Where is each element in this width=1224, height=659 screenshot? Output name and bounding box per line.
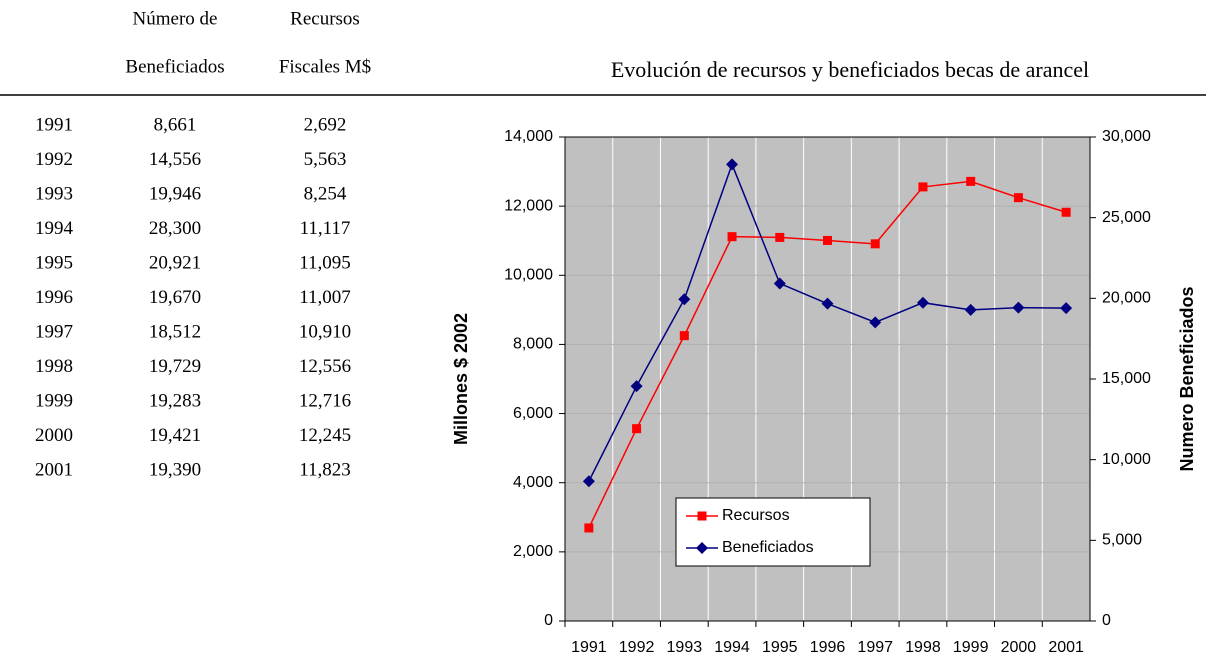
y-tick-label: 4,000 bbox=[513, 474, 553, 491]
table-cell: 11,117 bbox=[300, 218, 351, 239]
x-tick-label: 2000 bbox=[1001, 639, 1037, 656]
y2-axis-label: Numero Beneficiados bbox=[1177, 286, 1197, 471]
y2-tick-label: 25,000 bbox=[1102, 209, 1151, 226]
x-tick-label: 1998 bbox=[905, 639, 941, 656]
y-tick-label: 6,000 bbox=[513, 405, 553, 422]
y2-tick-label: 15,000 bbox=[1102, 370, 1151, 387]
y2-tick-label: 30,000 bbox=[1102, 128, 1151, 145]
table-cell: 1993 bbox=[35, 183, 73, 204]
series-marker bbox=[775, 232, 785, 242]
series-marker bbox=[1013, 193, 1023, 203]
x-tick-label: 1991 bbox=[571, 639, 607, 656]
table-cell: 19,729 bbox=[149, 356, 201, 377]
y-axis-label: Millones $ 2002 bbox=[451, 313, 471, 445]
legend-label: Beneficiados bbox=[722, 539, 814, 556]
table-cell: 12,556 bbox=[299, 356, 351, 377]
x-tick-label: 1997 bbox=[857, 639, 893, 656]
table-cell: 1992 bbox=[35, 149, 73, 170]
y2-tick-label: 10,000 bbox=[1102, 451, 1151, 468]
x-tick-label: 1996 bbox=[810, 639, 846, 656]
legend-label: Recursos bbox=[722, 507, 790, 524]
table-cell: 8,254 bbox=[304, 183, 347, 204]
table-cell: 1995 bbox=[35, 252, 73, 273]
table-cell: 19,670 bbox=[149, 287, 201, 308]
y-tick-label: 12,000 bbox=[504, 197, 553, 214]
table-cell: 2001 bbox=[35, 459, 73, 480]
table-cell: 19,283 bbox=[149, 390, 201, 411]
series-marker bbox=[821, 297, 834, 310]
series-marker bbox=[727, 232, 737, 242]
plot-frame bbox=[564, 136, 1091, 622]
table-cell: 1994 bbox=[35, 218, 74, 239]
table-cell: 18,512 bbox=[149, 321, 201, 342]
series-marker bbox=[1061, 207, 1071, 217]
y2-tick-label: 20,000 bbox=[1102, 290, 1151, 307]
table-cell: 10,910 bbox=[299, 321, 351, 342]
y-tick-label: 14,000 bbox=[504, 128, 553, 145]
table-cell: 19,946 bbox=[149, 183, 201, 204]
x-tick-label: 1999 bbox=[953, 639, 989, 656]
series-marker bbox=[679, 331, 689, 341]
series-marker bbox=[584, 523, 594, 533]
x-tick-label: 1994 bbox=[714, 639, 750, 656]
table-cell: 1997 bbox=[35, 321, 73, 342]
table-cell: 20,921 bbox=[149, 252, 201, 273]
table-header: Recursos bbox=[290, 8, 360, 29]
series-marker bbox=[918, 182, 928, 192]
series-marker bbox=[582, 475, 595, 488]
x-tick-label: 1995 bbox=[762, 639, 798, 656]
x-tick-label: 1992 bbox=[619, 639, 655, 656]
table-cell: 1999 bbox=[35, 390, 73, 411]
chart-title: Evolución de recursos y beneficiados bec… bbox=[611, 57, 1089, 82]
legend-marker bbox=[696, 542, 708, 554]
y-tick-label: 8,000 bbox=[513, 336, 553, 353]
table-cell: 5,563 bbox=[304, 149, 347, 170]
table-header: Número de bbox=[133, 8, 218, 29]
y2-tick-label: 5,000 bbox=[1102, 532, 1142, 549]
table-cell: 11,007 bbox=[299, 287, 351, 308]
y-tick-label: 10,000 bbox=[504, 267, 553, 284]
table-cell: 19,390 bbox=[149, 459, 201, 480]
series-marker bbox=[966, 176, 976, 186]
series-marker bbox=[1060, 302, 1073, 315]
series-marker bbox=[1012, 301, 1025, 314]
series-marker bbox=[870, 239, 880, 249]
table-cell: 19,421 bbox=[149, 425, 201, 446]
series-marker bbox=[726, 158, 739, 171]
y-tick-label: 0 bbox=[544, 612, 553, 629]
table-cell: 1998 bbox=[35, 356, 73, 377]
table-cell: 12,716 bbox=[299, 390, 351, 411]
series-marker bbox=[678, 293, 691, 306]
table-cell: 1991 bbox=[35, 114, 73, 135]
series-marker bbox=[773, 277, 786, 290]
series-marker bbox=[869, 316, 882, 329]
table-cell: 12,245 bbox=[299, 425, 351, 446]
series-marker bbox=[630, 380, 643, 393]
table-cell: 11,823 bbox=[299, 459, 351, 480]
table-cell: 1996 bbox=[35, 287, 73, 308]
table-header: Fiscales M$ bbox=[279, 56, 371, 77]
table-cell: 14,556 bbox=[149, 149, 201, 170]
table-cell: 2,692 bbox=[304, 114, 347, 135]
table-cell: 11,095 bbox=[299, 252, 351, 273]
table-header: Beneficiados bbox=[125, 56, 224, 77]
table-cell: 8,661 bbox=[154, 114, 197, 135]
table-cell: 2000 bbox=[35, 425, 73, 446]
series-marker bbox=[823, 235, 832, 245]
x-tick-label: 2001 bbox=[1048, 639, 1084, 656]
series-marker bbox=[964, 303, 977, 316]
series-marker bbox=[632, 424, 642, 434]
table-cell: 28,300 bbox=[149, 218, 201, 239]
x-tick-label: 1993 bbox=[667, 639, 703, 656]
legend-marker bbox=[697, 511, 707, 521]
legend-box bbox=[675, 497, 871, 567]
y2-tick-label: 0 bbox=[1102, 612, 1111, 629]
y-tick-label: 2,000 bbox=[513, 543, 553, 560]
series-marker bbox=[916, 296, 929, 309]
